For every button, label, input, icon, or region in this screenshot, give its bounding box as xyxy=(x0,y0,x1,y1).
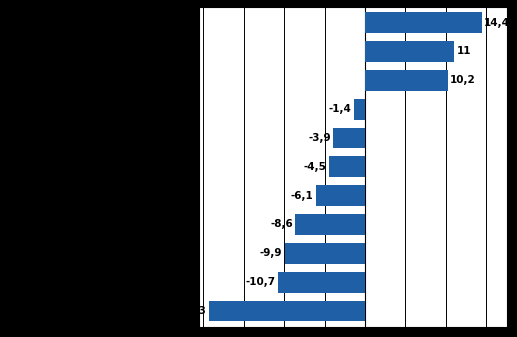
Bar xyxy=(365,12,481,33)
Text: -9,9: -9,9 xyxy=(260,248,282,258)
Text: -3,9: -3,9 xyxy=(308,133,331,143)
Text: -1,4: -1,4 xyxy=(328,104,351,114)
Bar xyxy=(333,128,365,148)
Bar xyxy=(354,99,365,120)
Text: 10,2: 10,2 xyxy=(450,75,476,85)
Bar xyxy=(329,156,365,177)
Text: -10,7: -10,7 xyxy=(246,277,276,287)
Text: 11: 11 xyxy=(457,47,471,56)
Text: -6,1: -6,1 xyxy=(291,191,313,201)
Bar xyxy=(285,243,365,264)
Bar xyxy=(278,272,365,293)
Bar xyxy=(295,214,365,235)
Bar xyxy=(365,70,448,91)
Bar xyxy=(209,301,365,321)
Text: -4,5: -4,5 xyxy=(303,162,326,172)
Bar xyxy=(315,185,365,206)
Text: -19,3: -19,3 xyxy=(176,306,206,316)
Text: 14,4: 14,4 xyxy=(484,18,510,28)
Bar xyxy=(365,41,454,62)
Text: -8,6: -8,6 xyxy=(270,219,293,229)
